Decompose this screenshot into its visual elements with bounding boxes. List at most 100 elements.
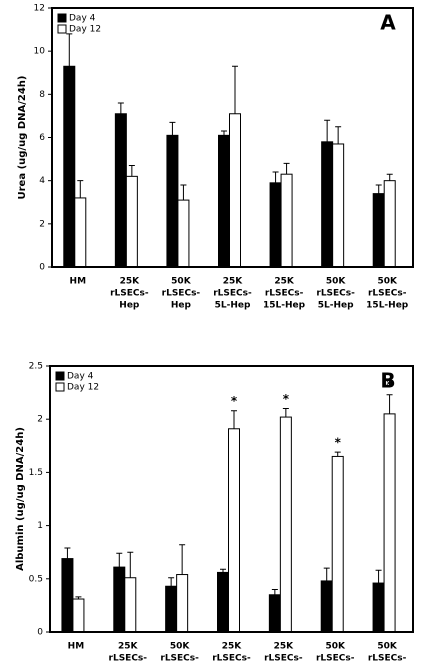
error-bar [323, 567, 330, 581]
panel-label: A [380, 11, 396, 35]
x-tick-label: 50K [171, 277, 192, 287]
error-bar [168, 577, 175, 587]
y-tick-label: 12 [34, 4, 45, 14]
x-tick-label: 50K [170, 642, 191, 652]
bar [124, 577, 137, 633]
bar [372, 582, 385, 633]
y-axis-label: Albumin (ug/ug DNA/24h) [15, 427, 26, 571]
bar [228, 428, 240, 633]
x-tick-label: 25K [120, 277, 141, 287]
bar [268, 594, 281, 633]
x-tick-label: 25K [118, 642, 139, 652]
error-bar [66, 33, 73, 67]
x-tick-label: rLSECs- [162, 289, 201, 299]
x-tick-label: rLSECs- [264, 654, 303, 664]
bar [61, 558, 74, 633]
error-bar [375, 184, 382, 194]
y-tick-label: 0.5 [29, 574, 43, 584]
bar [269, 182, 282, 268]
x-tick-label: 25K [274, 277, 295, 287]
significance-mark: * [231, 394, 238, 408]
bar [165, 585, 178, 633]
plot-frame [49, 365, 414, 633]
error-bar [231, 410, 237, 429]
y-tick-label: 1 [37, 521, 43, 531]
x-tick-label: 25K [222, 642, 243, 652]
y-axis-label: Urea (ug/ug DNA/24h) [17, 76, 28, 200]
y-tick-label: 2 [37, 415, 43, 425]
bar [320, 580, 333, 633]
x-tick-label: rLSECs- [368, 654, 407, 664]
legend-label: Day 12 [67, 383, 99, 393]
error-bar [386, 394, 393, 414]
error-bar [117, 102, 124, 114]
error-bar [375, 569, 382, 584]
legend-label: Day 12 [69, 25, 101, 35]
error-bar [324, 119, 331, 142]
error-bar [169, 121, 176, 136]
error-bar [232, 65, 238, 114]
bar [331, 455, 344, 633]
x-tick-label: 15L-Hep [263, 301, 306, 311]
y-tick-label: 1.5 [29, 468, 43, 478]
error-bar [75, 596, 82, 600]
bar [176, 574, 189, 633]
x-tick-label: rLSECs- [160, 654, 199, 664]
bar [372, 193, 385, 268]
significance-mark: * [335, 436, 342, 450]
error-bar [64, 547, 71, 559]
significance-mark: * [283, 392, 290, 406]
legend-swatch [57, 13, 67, 23]
x-tick-label: 50K [377, 277, 398, 287]
legend-swatch [55, 382, 65, 392]
x-tick-label: rLSECs- [213, 289, 252, 299]
y-tick-label: 2.5 [29, 362, 43, 372]
error-bar [334, 451, 341, 457]
x-tick-label: 25K [274, 642, 295, 652]
legend-label: Day 4 [67, 372, 94, 382]
bar [74, 197, 87, 268]
bar [177, 199, 190, 268]
x-tick-label: 15L-Hep [366, 301, 409, 311]
plot-frame [51, 7, 414, 268]
bar [218, 134, 230, 268]
bar [166, 134, 179, 268]
x-tick-label: 25K [223, 277, 244, 287]
x-tick-label: rLSECs- [368, 289, 407, 299]
x-tick-label: HM [68, 642, 85, 652]
legend-label: Day 4 [69, 14, 96, 24]
error-bar [128, 165, 135, 177]
error-bar [272, 171, 279, 183]
x-tick-label: rLSECs- [110, 289, 149, 299]
bar [332, 143, 345, 268]
y-tick-label: 0 [39, 263, 45, 273]
bar [125, 175, 138, 268]
panel-label: B [380, 369, 395, 393]
x-tick-label: 50K [326, 277, 347, 287]
x-tick-label: rLSECs- [265, 289, 304, 299]
x-tick-label: 50K [377, 642, 398, 652]
error-bar [180, 184, 187, 201]
x-tick-label: rLSECs- [109, 654, 148, 664]
x-tick-label: 5L-Hep [215, 301, 251, 311]
legend-swatch [57, 24, 67, 34]
x-tick-label: Hep [119, 301, 140, 311]
x-tick-label: rLSECs- [212, 654, 251, 664]
bar [113, 566, 126, 633]
error-bar [283, 162, 290, 175]
bar [217, 571, 229, 633]
y-tick-label: 10 [34, 47, 46, 57]
bar [383, 180, 396, 268]
x-tick-label: Hep [171, 301, 192, 311]
y-tick-label: 8 [39, 90, 45, 100]
bar [229, 113, 241, 268]
bar [63, 65, 76, 268]
y-tick-label: 4 [39, 176, 45, 186]
x-tick-label: rLSECs- [316, 289, 355, 299]
significance-mark: * [386, 378, 393, 392]
error-bar [335, 126, 342, 144]
bar [114, 113, 127, 268]
error-bar [116, 552, 123, 568]
bar [321, 141, 334, 268]
